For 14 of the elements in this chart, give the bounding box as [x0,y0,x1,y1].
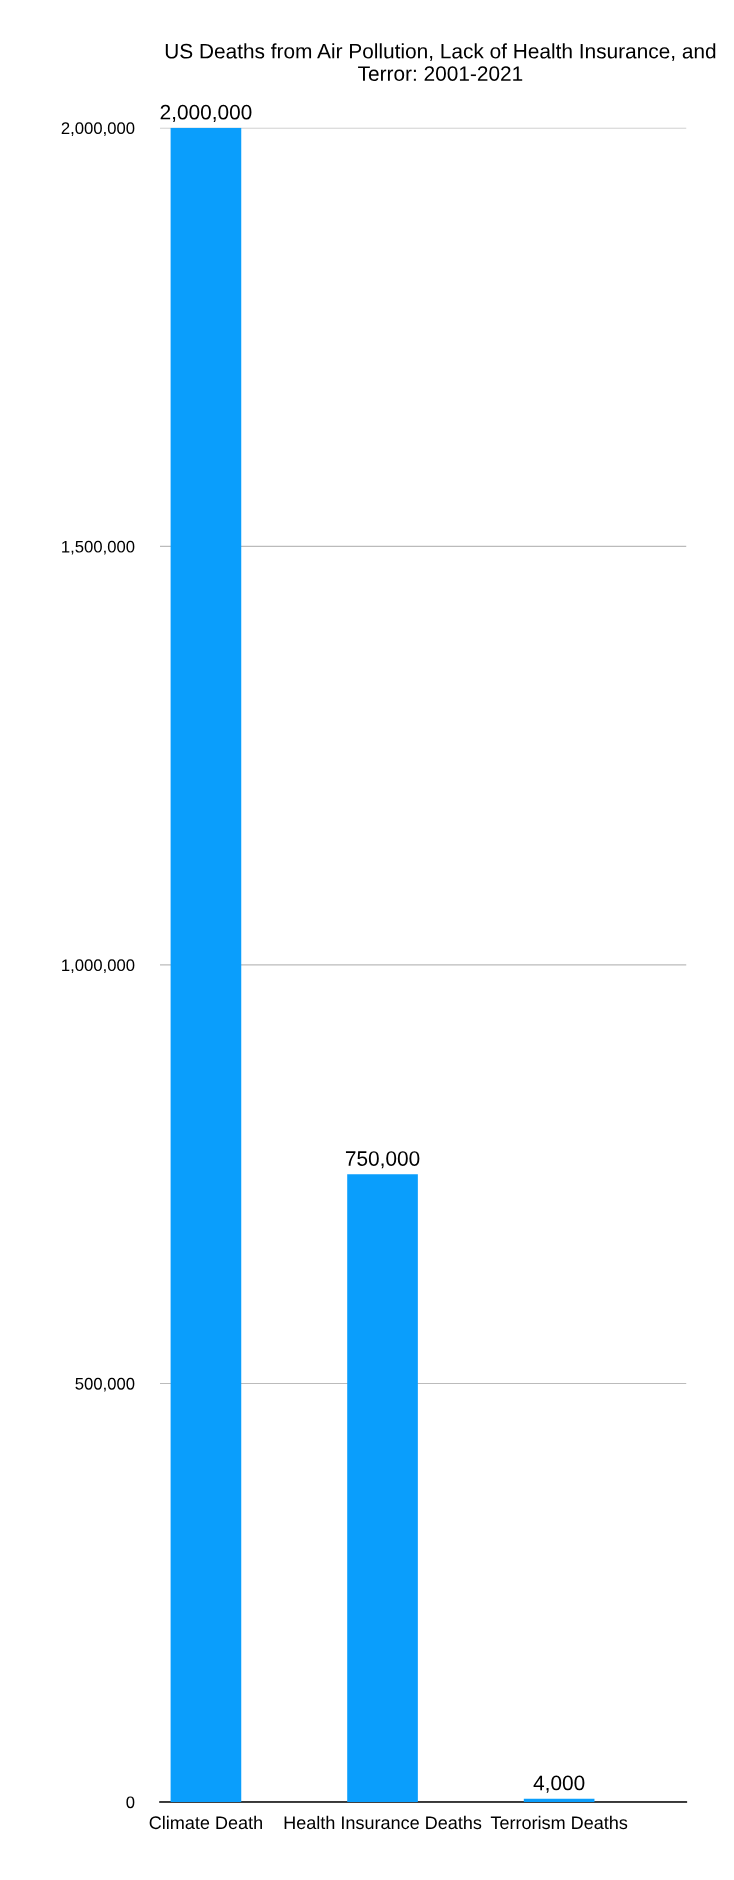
y-tick-label: 1,500,000 [62,540,135,555]
x-tick-label: Climate Death [149,1815,262,1830]
y-tick-label: 500,000 [75,1377,135,1392]
data-label: 750,000 [345,1151,420,1169]
chart-title: US Deaths from Air Pollution, Lack of Health Insurance, and Terror: 2001-2021 [165,43,716,81]
x-tick-label: Health Insurance Deaths [284,1815,482,1830]
bar [170,127,242,1802]
data-label: 4,000 [533,1775,585,1793]
data-label: 2,000,000 [160,104,252,123]
y-tick-label: 1,000,000 [62,959,135,974]
y-tick-label: 2,000,000 [61,122,135,137]
bar [347,1174,418,1802]
y-tick-label: 0 [126,1796,135,1809]
x-tick-label: Terrorism Deaths [490,1815,628,1830]
